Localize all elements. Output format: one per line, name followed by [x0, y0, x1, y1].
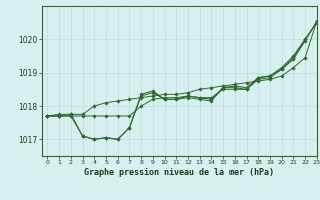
X-axis label: Graphe pression niveau de la mer (hPa): Graphe pression niveau de la mer (hPa)	[84, 168, 274, 177]
